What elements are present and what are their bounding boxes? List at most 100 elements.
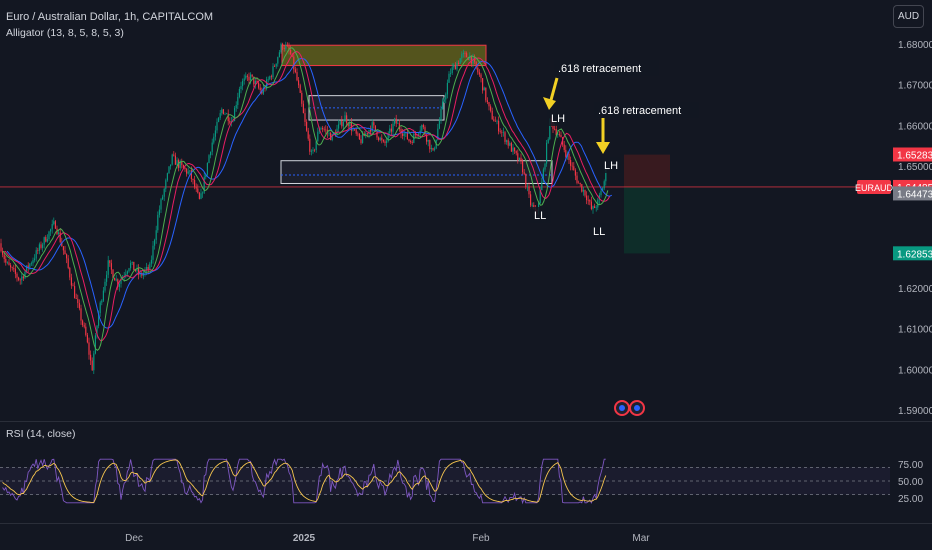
candle-body (226, 113, 228, 115)
candle-body (110, 263, 112, 270)
candle-body (318, 129, 320, 132)
candle-body (285, 45, 287, 49)
candle-body (150, 259, 152, 264)
candle-body (338, 124, 340, 129)
candle-body (498, 120, 500, 132)
candle-body (277, 57, 279, 64)
candle-body (301, 92, 303, 104)
candle-body (78, 303, 80, 309)
candle-body (141, 272, 143, 276)
candle-body (587, 200, 589, 201)
candle-body (117, 279, 119, 287)
candle-body (453, 64, 455, 68)
callout-arrow-2 (596, 142, 610, 154)
candle-body (584, 189, 586, 196)
swing-label-bg (530, 207, 551, 223)
candle-body (352, 129, 354, 131)
candle-body (603, 181, 605, 189)
candle-body (368, 129, 370, 135)
candle-body (205, 174, 207, 178)
candle-body (346, 115, 348, 124)
candle-body (264, 88, 266, 89)
candle-body (530, 194, 532, 206)
price-tick-label: 1.66000 (898, 121, 932, 132)
candle-body (37, 250, 39, 251)
candle-body (72, 285, 74, 287)
candle-body (40, 244, 42, 248)
candle-body (299, 85, 301, 93)
candle-body (269, 76, 271, 80)
candle-body (16, 273, 18, 278)
candle-body (216, 121, 218, 131)
candle-body (198, 192, 200, 199)
candle-body (437, 128, 439, 140)
price-tag: 1.64473 (897, 189, 932, 200)
candle-body (54, 221, 56, 229)
candle-body (149, 263, 151, 270)
candle-body (586, 195, 588, 201)
candle-body (392, 123, 394, 132)
candle-body (549, 118, 551, 140)
candle-body (374, 125, 376, 132)
candle-body (275, 63, 277, 67)
candle-body (554, 128, 556, 130)
candle-body (32, 260, 34, 264)
symbol-tag-bg (857, 179, 891, 194)
candle-body (259, 87, 261, 91)
candle-body (214, 130, 216, 137)
candle-body (510, 142, 512, 152)
candle-body (397, 123, 399, 124)
candle-body (229, 121, 231, 123)
short-stop-zone (624, 154, 670, 188)
candle-body (94, 335, 96, 354)
swing-label: LH (551, 113, 565, 125)
candle-body (181, 162, 183, 165)
price-tag-bg (893, 246, 932, 261)
arrow-shaft (549, 77, 559, 101)
candle-body (470, 55, 472, 64)
currency-button[interactable]: AUD (893, 5, 924, 28)
candle-body (51, 224, 53, 230)
candle-body (344, 115, 346, 122)
price-tick-label: 1.62000 (898, 284, 932, 295)
candle-body (330, 133, 332, 141)
alligator-lips-line (2, 47, 609, 351)
candle-body (456, 62, 458, 70)
candle-body (592, 206, 594, 209)
candle-body (382, 140, 384, 142)
candle-body (494, 121, 496, 122)
candle-body (83, 325, 85, 327)
candle-body (26, 265, 28, 272)
candle-body (522, 161, 524, 173)
candle-body (323, 129, 325, 130)
candle-body (19, 279, 21, 281)
candle-body (595, 207, 597, 209)
candle-body (173, 154, 175, 156)
candle-body (213, 136, 215, 143)
candle-body (514, 147, 516, 151)
candle-body (528, 186, 530, 195)
candle-body (389, 128, 391, 134)
candle-body (165, 180, 167, 189)
candle-body (243, 78, 245, 81)
candle-body (485, 87, 487, 101)
candle-body (427, 139, 429, 142)
candle-body (218, 117, 220, 122)
candle-body (547, 139, 549, 143)
candle-body (203, 177, 205, 193)
candle-body (430, 148, 432, 150)
candle-body (422, 125, 424, 128)
candle-body (133, 261, 135, 270)
candle-body (557, 134, 559, 135)
candle-body (102, 290, 104, 301)
candle-body (438, 120, 440, 129)
candle-body (82, 320, 84, 326)
candle-body (320, 127, 322, 130)
candle-body (131, 261, 133, 264)
candle-body (282, 43, 284, 48)
candle-body (411, 141, 413, 143)
candle-body (544, 163, 546, 170)
candle-body (491, 110, 493, 120)
candle-body (322, 127, 324, 130)
